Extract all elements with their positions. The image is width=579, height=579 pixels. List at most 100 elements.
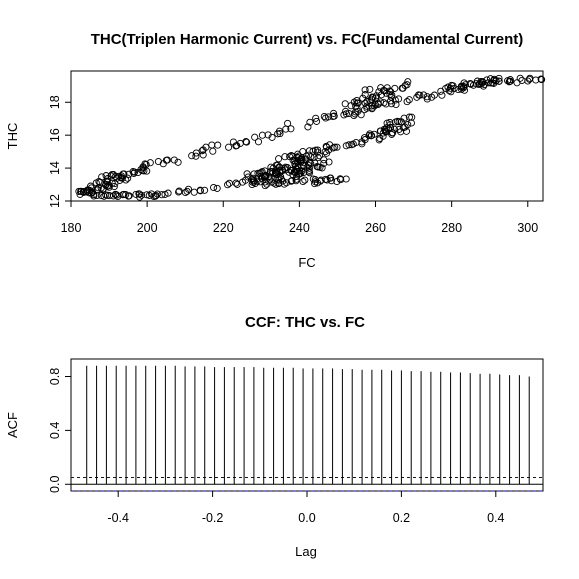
scatter-point [284, 119, 292, 127]
scatter-point [398, 84, 406, 92]
scatter-point [275, 180, 283, 188]
scatter-point [311, 159, 319, 167]
scatter-point [268, 133, 276, 141]
scatter-y-axis: 12 14 16 18 [48, 95, 71, 208]
scatter-point [251, 133, 259, 141]
scatter-point [110, 171, 118, 179]
scatter-point [141, 160, 149, 168]
scatter-point [342, 175, 350, 183]
scatter-point [306, 118, 314, 126]
scatter-point [297, 169, 305, 177]
scatter-point [366, 130, 374, 138]
scatter-point [87, 184, 95, 192]
scatter-point [402, 127, 411, 135]
scatter-point [363, 97, 371, 105]
ccf-x-tick-label: 0.4 [487, 511, 504, 525]
scatter-point [345, 109, 353, 118]
scatter-point [243, 170, 251, 178]
scatter-point [287, 152, 295, 160]
scatter-point [353, 96, 361, 105]
scatter-point [403, 81, 411, 89]
scatter-point [525, 75, 533, 83]
scatter-point [395, 95, 403, 103]
scatter-point [304, 123, 312, 131]
scatter-point [314, 146, 322, 154]
scatter-point [109, 192, 117, 200]
scatter-point [327, 174, 335, 182]
scatter-point [281, 164, 289, 172]
scatter-point [102, 191, 110, 199]
scatter-x-axis: 180 200 220 240 260 280 300 [61, 201, 538, 235]
scatter-point [537, 75, 545, 83]
scatter-point [341, 100, 349, 108]
scatter-point [312, 114, 320, 122]
scatter-point [288, 177, 296, 185]
scatter-point [243, 138, 251, 146]
scatter-point [175, 188, 183, 196]
scatter-point [275, 155, 283, 163]
scatter-point [163, 156, 171, 164]
scatter-point [337, 176, 345, 184]
scatter-point [393, 117, 401, 125]
scatter-point [120, 170, 128, 178]
scatter-point [342, 110, 350, 118]
scatter-point [390, 125, 398, 133]
scatter-plot: THC(Triplen Harmonic Current) vs. FC(Fun… [5, 31, 546, 270]
scatter-point [136, 193, 144, 201]
scatter-frame [70, 70, 544, 202]
ccf-plot: CCF: THC vs. FC -0.4 -0.2 0.0 0.2 0.4 0.0 0.4… [5, 314, 544, 559]
scatter-point [100, 192, 108, 200]
scatter-point [506, 77, 514, 85]
scatter-point [287, 125, 295, 133]
scatter-point [295, 152, 303, 160]
scatter-point [331, 143, 339, 151]
scatter-point [276, 130, 284, 138]
scatter-point [225, 143, 233, 151]
ccf-title: CCF: THC vs. FC [245, 314, 365, 331]
scatter-point [305, 151, 313, 159]
scatter-point [90, 192, 98, 200]
scatter-point [333, 177, 341, 186]
scatter-point [79, 187, 87, 196]
scatter-point [495, 77, 503, 85]
scatter-point [461, 81, 469, 89]
scatter-x-tick-label: 180 [61, 221, 82, 235]
scatter-point [244, 173, 252, 181]
scatter-point [457, 85, 465, 93]
scatter-point [330, 112, 338, 120]
scatter-point [287, 166, 295, 175]
scatter-point [282, 179, 291, 187]
scatter-point [354, 107, 362, 115]
scatter-point [192, 149, 200, 157]
scatter-y-tick-label: 18 [48, 95, 62, 109]
scatter-point [254, 138, 263, 146]
scatter-point [190, 188, 198, 196]
scatter-y-label: THC [5, 123, 20, 150]
ccf-x-tick-label: 0.2 [393, 511, 410, 525]
scatter-point [174, 158, 182, 166]
scatter-point [490, 76, 498, 84]
scatter-point [383, 124, 391, 132]
scatter-point [391, 84, 399, 92]
scatter-point [345, 141, 353, 149]
scatter-x-tick-label: 260 [365, 221, 386, 235]
scatter-point [420, 91, 428, 99]
scatter-y-tick-label: 12 [48, 194, 62, 208]
scatter-point [386, 123, 394, 131]
scatter-point [258, 174, 266, 182]
scatter-point [350, 111, 358, 120]
scatter-point [321, 148, 329, 156]
scatter-point [111, 190, 120, 198]
ccf-bars [86, 365, 530, 485]
scatter-point [379, 129, 387, 137]
scatter-point [449, 82, 457, 90]
scatter-point [312, 146, 320, 154]
scatter-x-tick-label: 200 [137, 221, 158, 235]
scatter-point [292, 177, 300, 185]
scatter-point [361, 86, 369, 94]
scatter-point [495, 74, 503, 82]
scatter-point [199, 151, 207, 159]
ccf-y-label: ACF [5, 412, 20, 438]
scatter-point [325, 158, 333, 166]
